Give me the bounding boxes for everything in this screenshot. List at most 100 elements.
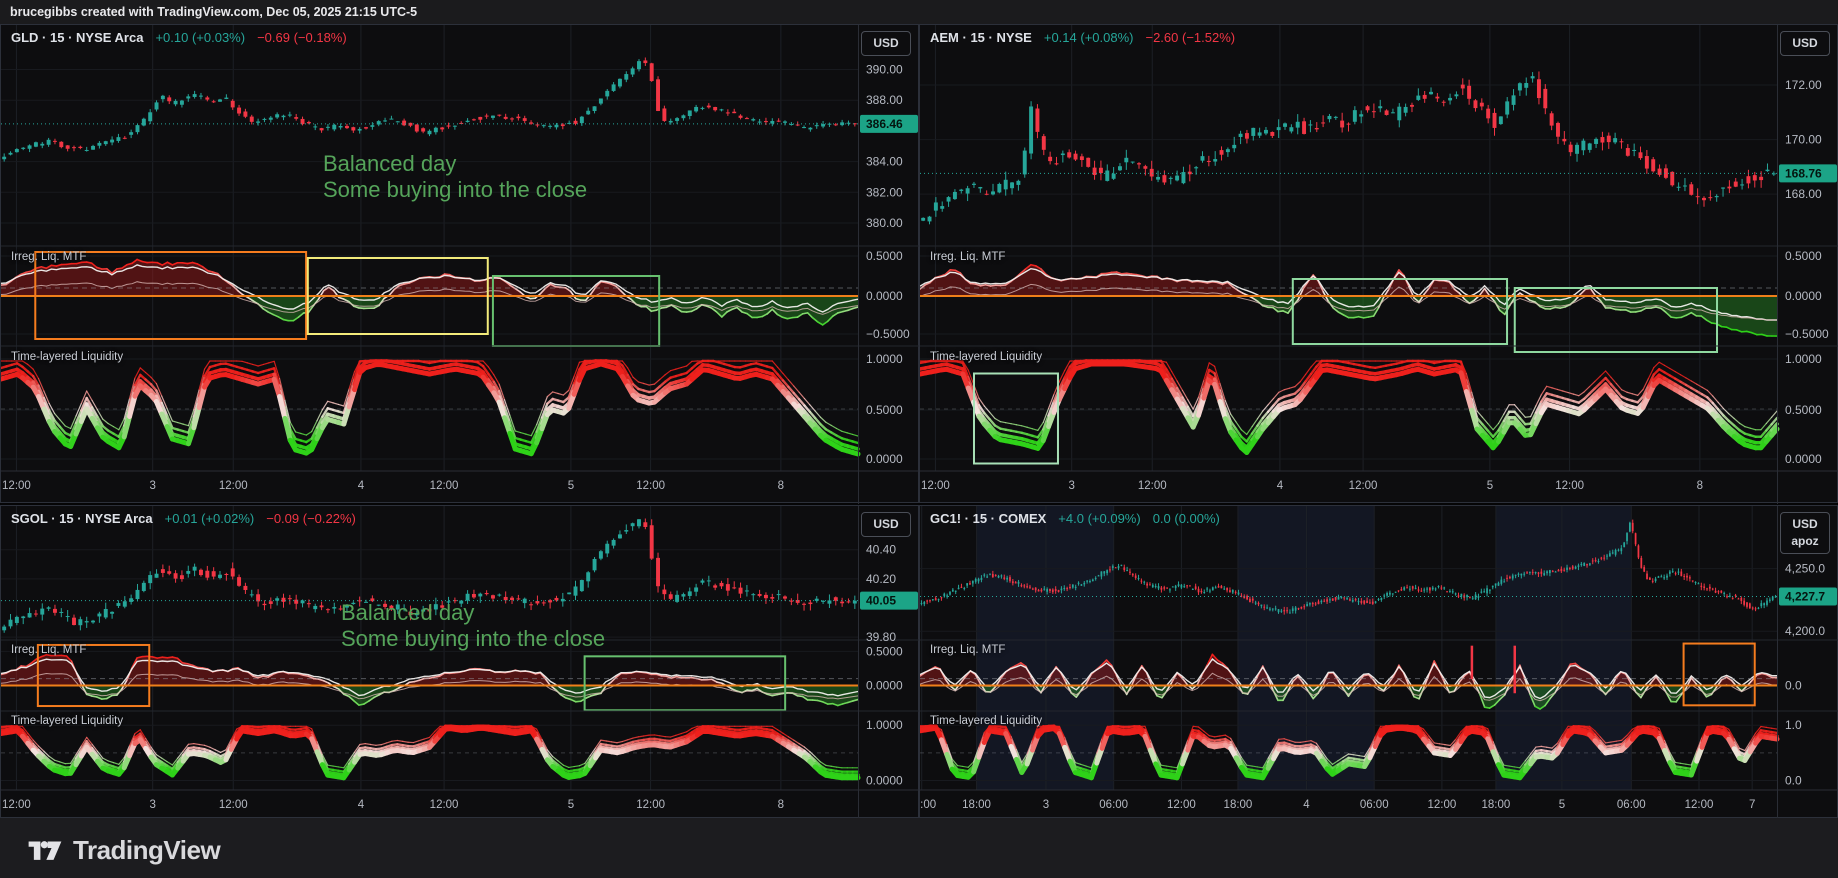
last-price-badge-label: 40.05 [866,594,896,608]
axis-tick-label: 0.0000 [866,774,903,788]
indicator-label-irreg-liq[interactable]: Irreg. Liq. MTF [11,644,87,656]
axis-tick-label: 4,200.0 [1785,624,1825,638]
indicator-label-time-liquidity[interactable]: Time-layered Liquidity [11,715,124,727]
annotation-rect[interactable] [1291,278,1509,345]
irreg-liq-pane [920,263,1778,337]
time-axis-label: 12:00 [219,480,248,492]
time-liquidity-pane [920,359,1780,455]
time-axis-label: 12:00 [636,799,665,811]
drawing-rects[interactable] [972,278,1719,465]
candlestick-series [921,71,1776,225]
tradingview-mark-icon [28,841,62,860]
currency-toggle[interactable]: USD [861,31,911,56]
indicator-label-time-liquidity[interactable]: Time-layered Liquidity [930,715,1043,727]
time-axis-label: 06:00 [1099,799,1128,811]
annotation-line: Balanced day [323,151,457,176]
indicator-label-irreg-liq[interactable]: Irreg. Liq. MTF [11,251,87,263]
price-axis[interactable]: 172.00 170.00 168.00 0.5000 0.0000 −0.5000 1.0… [1779,78,1837,466]
annotation-line: Some buying into the close [323,177,588,202]
axis-tick-label: 380.00 [866,216,903,230]
annotation-rect[interactable] [306,257,489,335]
time-axis-label: 4 [358,799,365,811]
price-axis[interactable]: 4,250.0 4,200.0 0.0 1.0 0.0 4,227.7 [1779,562,1837,788]
chart-panel-gld[interactable]: 390.00 388.00 384.00 382.00 380.00 0.5000 0.00… [0,24,920,504]
symbol-title[interactable]: AEM · 15 · NYSE [930,30,1032,45]
time-axis-label: 5 [568,480,574,492]
axis-tick-label: 172.00 [1785,78,1822,92]
time-axis-label: 12:00 [1428,799,1457,811]
price-axis[interactable]: 390.00 388.00 384.00 382.00 380.00 0.5000 0.00… [860,63,918,466]
time-axis[interactable]: 12:00 18:00 3 06:00 12:00 18:00 4 06:00 12:00 18:… [920,799,1755,811]
change-day: 0.0 (0.00%) [1152,511,1220,526]
axis-tick-label: 0.0 [1785,774,1802,788]
time-axis-label: 12:00 [1138,480,1167,492]
axis-tick-label: 384.00 [866,155,903,169]
last-price-badge [1779,587,1837,606]
indicator-label-irreg-liq[interactable]: Irreg. Liq. MTF [930,251,1006,263]
currency-label: USD [873,36,899,50]
time-liquidity-pane [920,724,1780,781]
annotation-line: Balanced day [341,600,475,625]
last-price-badge [860,591,918,610]
text-annotation[interactable]: Balanced day Some buying into the close [341,600,605,652]
axis-tick-label: 0.5000 [866,403,903,417]
annotation-rect[interactable] [1682,642,1756,707]
annotation-rect[interactable] [36,643,151,708]
candlestick-series [920,519,1777,615]
tradingview-logo[interactable]: TradingView [26,831,221,869]
indicator-label-time-liquidity[interactable]: Time-layered Liquidity [11,351,124,363]
irreg-liq-pane [1,653,859,707]
annotation-rect[interactable] [34,251,308,340]
time-axis-label: 8 [778,799,784,811]
axis-tick-label: 0.5000 [1785,403,1822,417]
grid [920,25,1777,471]
time-axis[interactable]: 12:00 3 12:00 4 12:00 5 12:00 8 [2,799,784,811]
chart-legend: SGOL · 15 · NYSE Arca +0.01 (+0.02%) −0.… [11,511,356,526]
chart-panel-aem[interactable]: 172.00 170.00 168.00 0.5000 0.0000 −0.5000 1.0… [919,24,1838,504]
last-price-badge-label: 386.46 [866,117,903,131]
currency-toggle[interactable]: USD [1780,31,1830,56]
currency-toggle[interactable]: USD [861,512,911,537]
time-axis-label: 4 [358,480,365,492]
symbol-title[interactable]: GLD · 15 · NYSE Arca [11,30,144,45]
time-axis-label: 18:00 [1482,799,1511,811]
time-axis-label: 12:00 [430,799,459,811]
currency-toggle[interactable]: USD apoz [1780,512,1830,554]
annotation-rect[interactable] [1513,287,1719,353]
sgol-plot-canvas[interactable]: 40.40 40.20 39.800.5000 0.0000 1.0000 0.0000 4… [1,506,920,819]
indicator-label-irreg-liq[interactable]: Irreg. Liq. MTF [930,644,1006,656]
time-axis[interactable]: 12:00 3 12:00 4 12:00 5 12:00 8 [2,480,784,492]
time-axis-label: 06:00 [1360,799,1389,811]
time-axis-label: 8 [778,480,784,492]
aem-plot-canvas[interactable]: 172.00 170.00 168.00 0.5000 0.0000 −0.5000 1.0… [920,25,1838,504]
drawing-rects[interactable] [1470,642,1756,707]
time-axis[interactable]: 12:00 3 12:00 4 12:00 5 12:00 8 [921,480,1703,492]
axis-tick-label: 390.00 [866,63,903,77]
chart-panel-sgol[interactable]: 40.40 40.20 39.80 0.5000 0.0000 1.0000 0.0000 4… [0,505,920,819]
time-axis-label: 12:00 [1555,480,1584,492]
time-axis-label: 4 [1303,799,1310,811]
drawing-rects[interactable] [36,643,787,712]
text-annotation[interactable]: Balanced day Some buying into the close [323,151,587,203]
footer-bar: TradingView [0,818,1838,878]
gld-plot-canvas[interactable]: 390.00 388.00 384.00 382.00 380.00 0.5000 0.00… [1,25,920,504]
indicator-label-time-liquidity[interactable]: Time-layered Liquidity [930,351,1043,363]
time-axis-label: 18:00 [1224,799,1253,811]
price-axis[interactable]: 40.40 40.20 39.800.5000 0.0000 1.0000 0.0000 4… [860,543,918,788]
axis-tick-label: 1.0000 [1785,352,1822,366]
axis-tick-label: 0.0000 [1785,452,1822,466]
axis-tick-label: −0.5000 [1785,327,1829,341]
time-axis-label: 3 [149,480,155,492]
annotation-rect[interactable] [972,372,1059,465]
chart-panel-gc1[interactable]: 4,250.0 4,200.0 0.0 1.0 0.0 4,227.7 12:00 18:00… [919,505,1838,819]
symbol-title[interactable]: GC1! · 15 · COMEX [930,511,1047,526]
axis-tick-label: 0.0000 [866,289,903,303]
time-axis-label: 5 [1487,480,1493,492]
change-day: −0.09 (−0.22%) [266,511,356,526]
chart-legend: GC1! · 15 · COMEX +4.0 (+0.09%) 0.0 (0.0… [930,511,1220,526]
symbol-title[interactable]: SGOL · 15 · NYSE Arca [11,511,153,526]
gc1-plot-canvas[interactable]: 4,250.0 4,200.0 0.0 1.0 0.0 4,227.7 12:00 18:00… [920,506,1838,819]
change-day: −2.60 (−1.52%) [1145,30,1236,45]
annotation-rect[interactable] [583,655,787,712]
grid [1,25,858,471]
